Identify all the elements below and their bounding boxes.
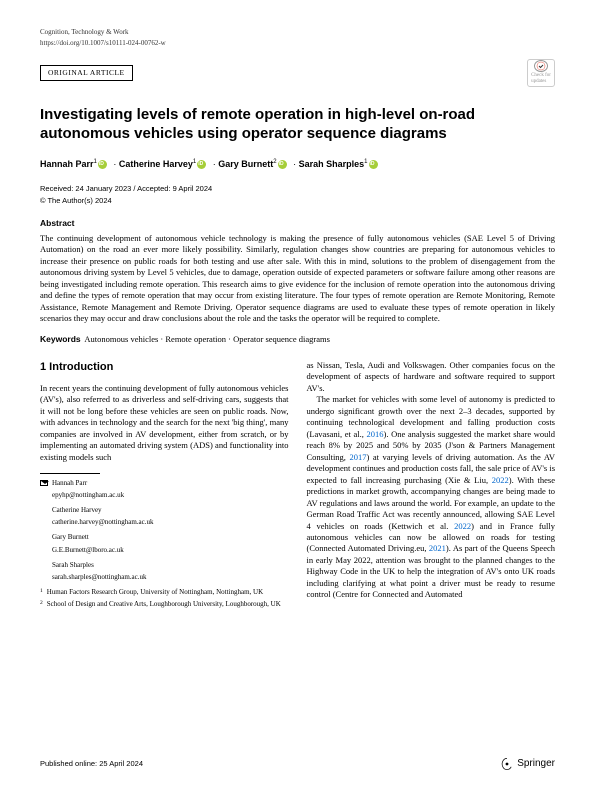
correspondent-name: Sarah Sharples — [52, 561, 147, 570]
citation-link[interactable]: 2021 — [429, 543, 446, 553]
keywords-label: Keywords — [40, 334, 81, 344]
orcid-icon[interactable] — [197, 160, 206, 169]
article-dates: Received: 24 January 2023 / Accepted: 9 … — [40, 184, 555, 194]
section-heading: 1 Introduction — [40, 360, 289, 375]
correspondent-email[interactable]: catherine.harvey@nottingham.ac.uk — [52, 518, 154, 527]
article-type-badge: ORIGINAL ARTICLE — [40, 65, 133, 81]
correspondent-name: Hannah Parr — [52, 479, 124, 488]
correspondent: Gary Burnett G.E.Burnett@lboro.ac.uk — [40, 533, 289, 557]
author-name: Catherine Harvey — [119, 159, 193, 169]
publisher-logo: Springer — [500, 757, 555, 771]
body-paragraph: The market for vehicles with some level … — [307, 394, 556, 600]
affiliation-number: 1 — [40, 588, 43, 597]
orcid-icon[interactable] — [369, 160, 378, 169]
journal-name: Cognition, Technology & Work — [40, 28, 555, 37]
body-paragraph: as Nissan, Tesla, Audi and Volkswagen. O… — [307, 360, 556, 394]
intro-paragraph: In recent years the continuing developme… — [40, 383, 289, 463]
correspondent-email[interactable]: epyhp@nottingham.ac.uk — [52, 491, 124, 500]
correspondent-email[interactable]: sarah.sharples@nottingham.ac.uk — [52, 573, 147, 582]
footnote-separator — [40, 473, 100, 474]
keywords-items: Autonomous vehicles · Remote operation ·… — [84, 334, 329, 344]
check-updates-label: Check forupdates — [531, 73, 551, 87]
article-type-row: ORIGINAL ARTICLE Check forupdates — [40, 59, 555, 87]
author-name: Gary Burnett — [218, 159, 273, 169]
citation-link[interactable]: 2022 — [492, 475, 509, 485]
correspondent-email[interactable]: G.E.Burnett@lboro.ac.uk — [52, 546, 124, 555]
check-updates-badge[interactable]: Check forupdates — [527, 59, 555, 87]
envelope-icon — [40, 480, 48, 486]
affiliation: 2 School of Design and Creative Arts, Lo… — [40, 600, 289, 609]
correspondent: Hannah Parr epyhp@nottingham.ac.uk — [40, 479, 289, 503]
body-columns: 1 Introduction In recent years the conti… — [40, 360, 555, 613]
article-title: Investigating levels of remote operation… — [40, 105, 555, 144]
left-column: 1 Introduction In recent years the conti… — [40, 360, 289, 613]
authors-list: Hannah Parr1 · Catherine Harvey1 · Gary … — [40, 158, 555, 170]
page-footer: Published online: 25 April 2024 Springer — [40, 757, 555, 771]
springer-icon — [500, 757, 514, 771]
published-date: Published online: 25 April 2024 — [40, 759, 143, 769]
publisher-name: Springer — [517, 757, 555, 771]
affiliation-text: Human Factors Research Group, University… — [47, 588, 263, 597]
affiliation-text: School of Design and Creative Arts, Loug… — [47, 600, 281, 609]
correspondent: Catherine Harvey catherine.harvey@nottin… — [40, 506, 289, 530]
correspondent: Sarah Sharples sarah.sharples@nottingham… — [40, 561, 289, 585]
crossmark-icon — [534, 60, 548, 72]
abstract-text: The continuing development of autonomous… — [40, 233, 555, 325]
orcid-icon[interactable] — [278, 160, 287, 169]
keywords: Keywords Autonomous vehicles · Remote op… — [40, 334, 555, 345]
abstract-heading: Abstract — [40, 218, 555, 229]
correspondent-name: Catherine Harvey — [52, 506, 154, 515]
citation-link[interactable]: 2017 — [349, 452, 366, 462]
author-name: Sarah Sharples — [299, 159, 365, 169]
doi-link[interactable]: https://doi.org/10.1007/s10111-024-00762… — [40, 39, 555, 48]
affiliation: 1 Human Factors Research Group, Universi… — [40, 588, 289, 597]
copyright: © The Author(s) 2024 — [40, 196, 555, 206]
citation-link[interactable]: 2016 — [367, 429, 384, 439]
orcid-icon[interactable] — [98, 160, 107, 169]
correspondent-name: Gary Burnett — [52, 533, 124, 542]
right-column: as Nissan, Tesla, Audi and Volkswagen. O… — [307, 360, 556, 613]
author-name: Hannah Parr — [40, 159, 94, 169]
affiliation-number: 2 — [40, 600, 43, 609]
citation-link[interactable]: 2022 — [454, 521, 471, 531]
